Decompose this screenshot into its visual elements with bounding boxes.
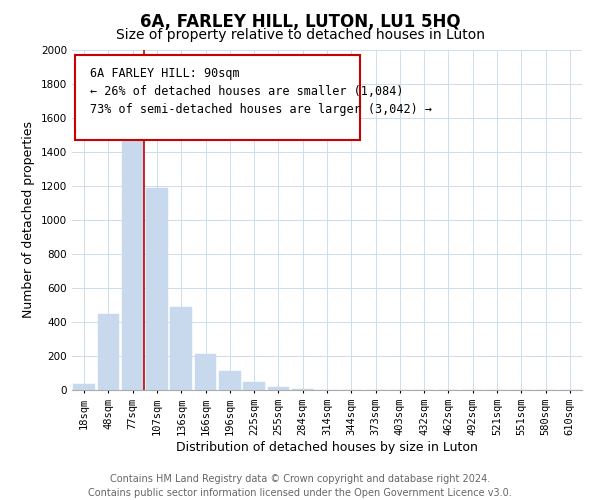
Bar [97, 314, 119, 390]
Bar [243, 382, 265, 390]
Text: 6A FARLEY HILL: 90sqm
← 26% of detached houses are smaller (1,084)
73% of semi-d: 6A FARLEY HILL: 90sqm ← 26% of detached … [90, 67, 432, 116]
Bar [219, 372, 241, 390]
Bar [268, 388, 289, 390]
X-axis label: Distribution of detached houses by size in Luton: Distribution of detached houses by size … [176, 440, 478, 454]
Bar [170, 306, 192, 390]
Bar [194, 354, 217, 390]
FancyBboxPatch shape [74, 55, 360, 140]
Bar [122, 118, 143, 390]
Text: 6A, FARLEY HILL, LUTON, LU1 5HQ: 6A, FARLEY HILL, LUTON, LU1 5HQ [140, 12, 460, 30]
Bar [146, 188, 168, 390]
Y-axis label: Number of detached properties: Number of detached properties [22, 122, 35, 318]
Bar [292, 389, 314, 390]
Text: Size of property relative to detached houses in Luton: Size of property relative to detached ho… [115, 28, 485, 42]
Bar [73, 384, 95, 390]
Text: Contains HM Land Registry data © Crown copyright and database right 2024.
Contai: Contains HM Land Registry data © Crown c… [88, 474, 512, 498]
